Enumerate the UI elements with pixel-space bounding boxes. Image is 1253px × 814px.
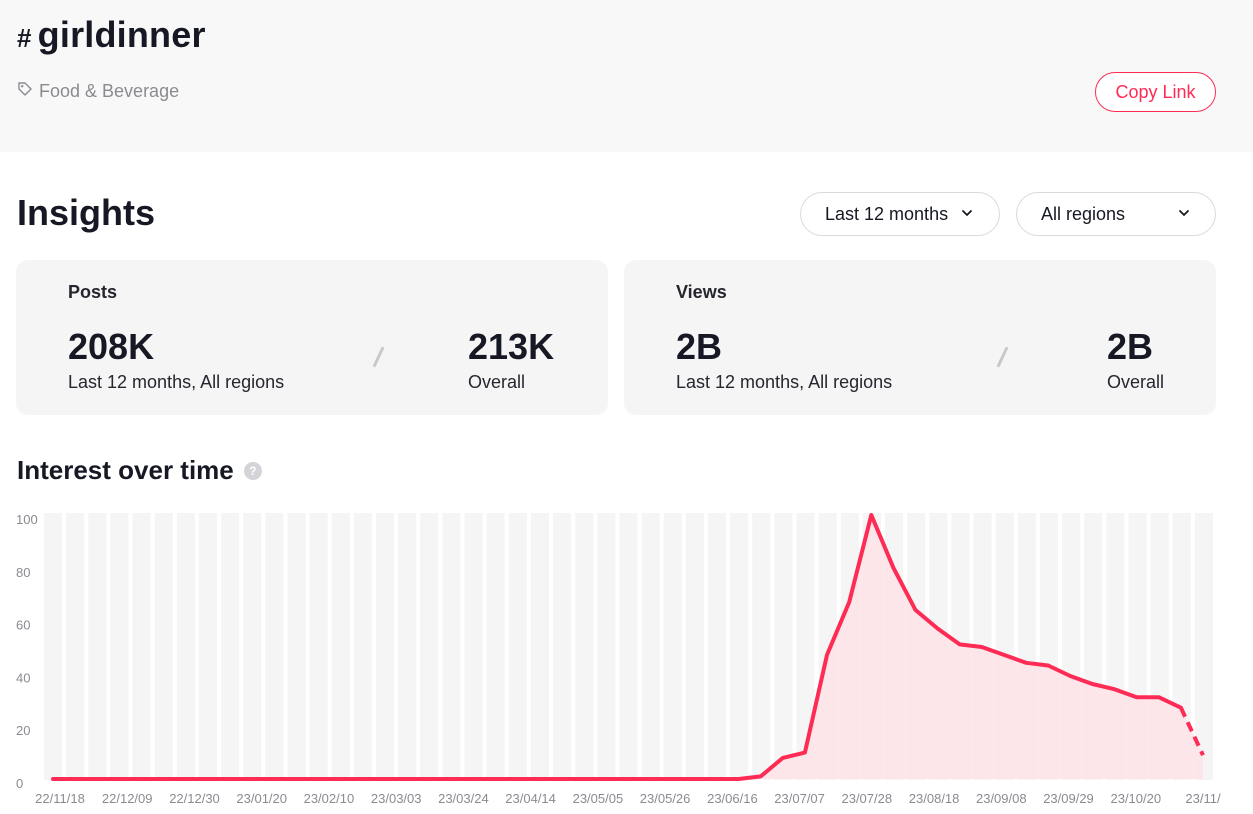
interest-area: [53, 515, 1203, 779]
grid-column: [774, 513, 793, 780]
x-tick-label: 22/12/09: [102, 791, 153, 806]
x-tick-label: 23/05/26: [640, 791, 691, 806]
x-tick-label: 23/08/18: [909, 791, 960, 806]
posts-label: Posts: [68, 282, 118, 302]
y-tick-label: 100: [16, 512, 38, 527]
grid-column: [553, 513, 572, 780]
grid-column: [420, 513, 439, 780]
question-circle-icon[interactable]: ?: [243, 461, 262, 480]
y-tick-label: 0: [16, 776, 23, 791]
grid-column: [752, 513, 771, 780]
grid-column: [730, 513, 749, 780]
grid-column: [221, 513, 240, 780]
x-tick-label: 22/11/18: [35, 791, 85, 806]
chevron-down-icon: [960, 204, 974, 225]
grid-column: [88, 513, 107, 780]
divider-slash: [996, 346, 1009, 368]
grid-column: [486, 513, 505, 780]
grid-column: [1194, 513, 1213, 780]
copy-link-button[interactable]: Copy Link: [1095, 72, 1216, 112]
chart-title: Interest over time: [17, 455, 234, 485]
grid-column: [287, 513, 306, 780]
grid-column: [398, 513, 417, 780]
views-recent-caption: Last 12 months, All regions: [676, 372, 893, 392]
grid-column: [508, 513, 527, 780]
y-tick-label: 60: [16, 618, 30, 633]
grid-column: [641, 513, 660, 780]
interest-chart: 100 80 60 40 20 0 22/11/18 22/12/09 22/12/30 23/…: [16, 512, 1221, 806]
posts-overall-value: 213K: [468, 326, 555, 367]
grid-column: [265, 513, 284, 780]
region-dropdown[interactable]: All regions: [1016, 192, 1216, 236]
hashtag-title: # girldinner: [17, 14, 206, 56]
views-overall-caption: Overall: [1107, 372, 1165, 392]
grid-column: [597, 513, 616, 780]
grid-column: [685, 513, 704, 780]
posts-overall-caption: Overall: [468, 372, 526, 392]
grid-column: [663, 513, 682, 780]
grid-column: [243, 513, 262, 780]
grid-column: [575, 513, 594, 780]
category-tag[interactable]: Food & Beverage: [17, 81, 179, 102]
tag-icon: [17, 81, 33, 102]
grid-column: [619, 513, 638, 780]
posts-recent-caption: Last 12 months, All regions: [68, 372, 285, 392]
views-overall-value: 2B: [1107, 326, 1154, 367]
grid-column: [198, 513, 217, 780]
insights-heading: Insights: [17, 192, 156, 233]
grid-column: [66, 513, 85, 780]
x-tick-label: 23/10/20: [1110, 791, 1161, 806]
chevron-down-icon: [1177, 204, 1191, 225]
posts-recent-value: 208K: [68, 326, 155, 367]
hashtag-header: # girldinner Food & Beverage Copy Link: [0, 0, 1253, 152]
x-tick-label: 23/05/05: [573, 791, 624, 806]
grid-column: [154, 513, 173, 780]
grid-column: [132, 513, 151, 780]
x-tick-label: 23/07/07: [774, 791, 825, 806]
posts-card: Posts 208K Last 12 months, All regions 2…: [16, 260, 608, 415]
grid-column: [442, 513, 461, 780]
interest-over-time-heading: Interest over time ?: [17, 455, 262, 486]
hash-symbol: #: [17, 23, 32, 53]
grid-column: [309, 513, 328, 780]
y-tick-label: 20: [16, 723, 30, 738]
category-label: Food & Beverage: [39, 81, 180, 101]
divider-slash: [372, 346, 385, 368]
period-dropdown-value: Last 12 months: [825, 203, 949, 224]
y-tick-label: 80: [16, 565, 30, 580]
interest-line: [51, 513, 1183, 781]
x-tick-label: 23/03/03: [371, 791, 422, 806]
grid-column: [796, 513, 815, 780]
x-tick-label: 23/09/08: [976, 791, 1027, 806]
grid-column: [110, 513, 129, 780]
x-tick-label: 23/04/14: [505, 791, 556, 806]
grid-column: [44, 513, 63, 780]
region-dropdown-value: All regions: [1041, 203, 1126, 224]
x-tick-label: 23/07/28: [841, 791, 892, 806]
grid-column: [530, 513, 549, 780]
x-tick-label: 22/12/30: [169, 791, 220, 806]
interest-line-partial: [1179, 706, 1205, 757]
x-tick-label: 23/11/: [1185, 791, 1221, 806]
x-tick-label: 23/01/20: [236, 791, 287, 806]
x-tick-label: 23/02/10: [304, 791, 355, 806]
x-tick-label: 23/06/16: [707, 791, 758, 806]
hashtag-name: girldinner: [37, 14, 206, 55]
grid-column: [331, 513, 350, 780]
x-tick-label: 23/09/29: [1043, 791, 1094, 806]
y-tick-label: 40: [16, 670, 30, 685]
grid-column: [353, 513, 372, 780]
grid-column: [708, 513, 727, 780]
grid-column: [176, 513, 195, 780]
views-card: Views 2B Last 12 months, All regions 2B …: [624, 260, 1216, 415]
grid-column: [464, 513, 483, 780]
grid-column: [376, 513, 395, 780]
x-tick-label: 23/03/24: [438, 791, 489, 806]
views-label: Views: [676, 282, 727, 302]
views-recent-value: 2B: [676, 326, 723, 367]
period-dropdown[interactable]: Last 12 months: [800, 192, 1000, 236]
